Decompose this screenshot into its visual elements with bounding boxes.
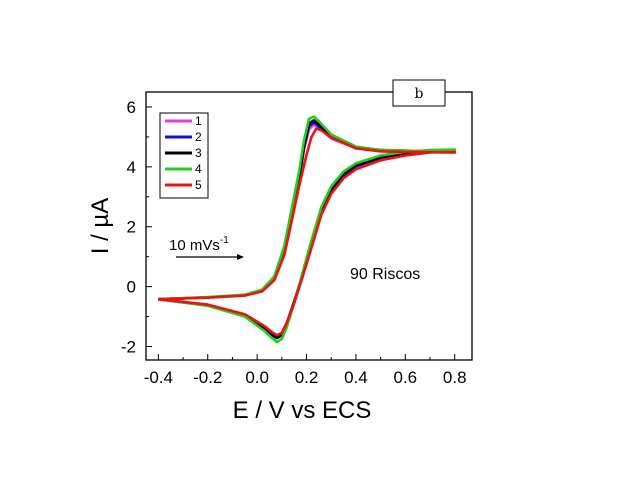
legend-label-2: 2 <box>195 130 202 144</box>
panel-label: b <box>415 86 424 102</box>
legend-label-1: 1 <box>195 114 202 128</box>
x-axis-ticks: -0.4 -0.2 0.0 0.2 0.4 0.6 0.8 <box>144 354 467 387</box>
series-layer <box>158 115 456 344</box>
y-axis-title: I / µA <box>87 198 114 255</box>
legend-label-3: 3 <box>195 146 202 160</box>
legend-box: 1 2 3 4 5 <box>159 112 209 199</box>
plot-frame <box>145 91 473 361</box>
sample-annotation: 90 Riscos <box>350 266 420 283</box>
scan-rate-annotation: 10 mVs-1 <box>169 235 244 260</box>
legend-label-4: 4 <box>195 162 202 176</box>
scan-direction-arrowhead <box>237 254 244 260</box>
y-tick-label: 2 <box>127 218 136 237</box>
y-tick-label: 0 <box>127 278 136 297</box>
x-tick-label: -0.2 <box>193 368 222 387</box>
y-tick-label: 4 <box>127 158 136 177</box>
x-tick-label: 0.8 <box>443 368 467 387</box>
panel-label-box: b <box>392 79 446 107</box>
y-tick-label: 6 <box>127 98 136 117</box>
y-axis-ticks: -2 0 2 4 6 <box>121 98 152 357</box>
x-tick-label: 0.6 <box>393 368 417 387</box>
x-axis-title: E / V vs ECS <box>233 397 372 424</box>
x-tick-label: 0.0 <box>245 368 269 387</box>
scan-rate-label: 10 mVs-1 <box>169 235 229 254</box>
y-tick-label: -2 <box>121 338 136 357</box>
x-tick-label: -0.4 <box>144 368 173 387</box>
series-5-curve <box>158 127 456 337</box>
x-tick-label: 0.2 <box>295 368 319 387</box>
x-tick-label: 0.4 <box>344 368 368 387</box>
series-4-curve <box>158 115 456 344</box>
legend-label-5: 5 <box>195 178 202 192</box>
